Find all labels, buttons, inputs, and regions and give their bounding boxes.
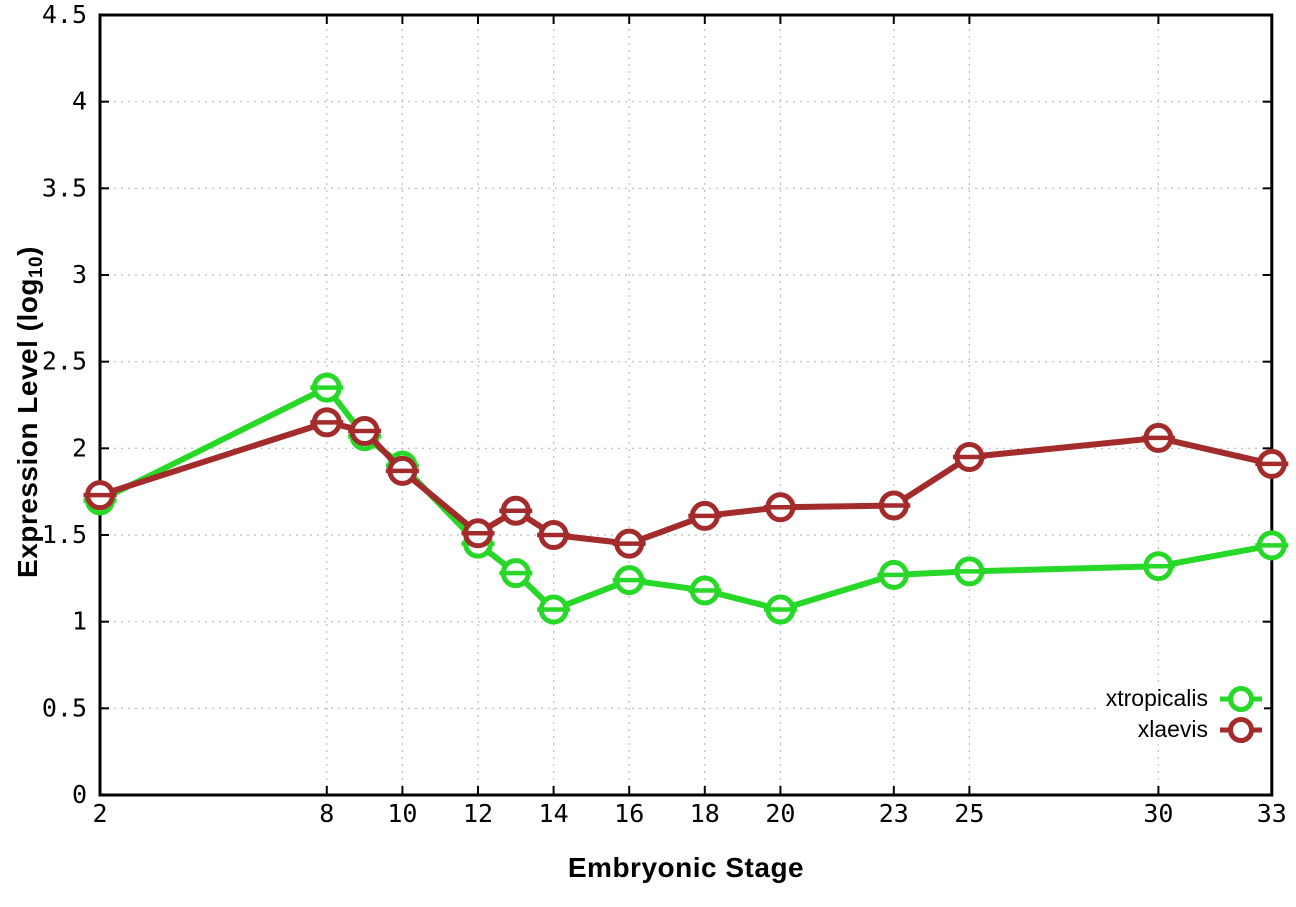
y-tick-label: 2	[72, 433, 87, 462]
y-axis-title-close: )	[11, 246, 43, 256]
x-tick-label: 33	[1257, 799, 1287, 828]
y-tick-label: 3.5	[42, 173, 87, 202]
x-tick-label: 25	[954, 799, 984, 828]
y-tick-label: 4	[72, 87, 87, 116]
y-axis-title-text: Expression Level (log	[11, 278, 43, 578]
legend-label-xlaevis: xlaevis	[1137, 716, 1208, 742]
y-tick-label: 0	[72, 780, 87, 809]
x-tick-label: 16	[614, 799, 644, 828]
x-tick-label: 30	[1143, 799, 1173, 828]
x-tick-label: 10	[387, 799, 417, 828]
y-tick-label: 3	[72, 260, 87, 289]
y-axis-title-subscript: 10	[26, 255, 48, 279]
legend-label-xtropicalis: xtropicalis	[1105, 685, 1208, 711]
x-tick-label: 14	[539, 799, 569, 828]
x-tick-label: 20	[765, 799, 795, 828]
x-axis-title: Embryonic Stage	[567, 852, 805, 883]
y-tick-label: 0.5	[42, 693, 87, 722]
series-line-xtropicalis	[97, 384, 1275, 613]
y-tick-label: 1.5	[42, 520, 87, 549]
legend-item-xtropicalis: xtropicalis	[1106, 684, 1264, 713]
x-tick-label: 8	[319, 799, 334, 828]
x-tick-label: 2	[92, 799, 107, 828]
x-tick-label: 12	[463, 799, 493, 828]
legend-sample-icon-xtropicalis	[1220, 685, 1262, 712]
legend-sample-icon-xlaevis	[1220, 716, 1262, 743]
y-tick-label: 2.5	[42, 347, 87, 376]
y-tick-label: 4.5	[42, 0, 87, 29]
y-axis-title: Expression Level (log10)	[12, 246, 48, 578]
plot-border	[98, 13, 1274, 797]
x-tick-label: 18	[690, 799, 720, 828]
legend: xtropicalis xlaevis	[1099, 684, 1264, 744]
legend-item-xlaevis: xlaevis	[1106, 715, 1264, 744]
series-line-xlaevis	[97, 419, 1275, 547]
y-tick-label: 1	[72, 607, 87, 636]
x-tick-label: 23	[879, 799, 909, 828]
